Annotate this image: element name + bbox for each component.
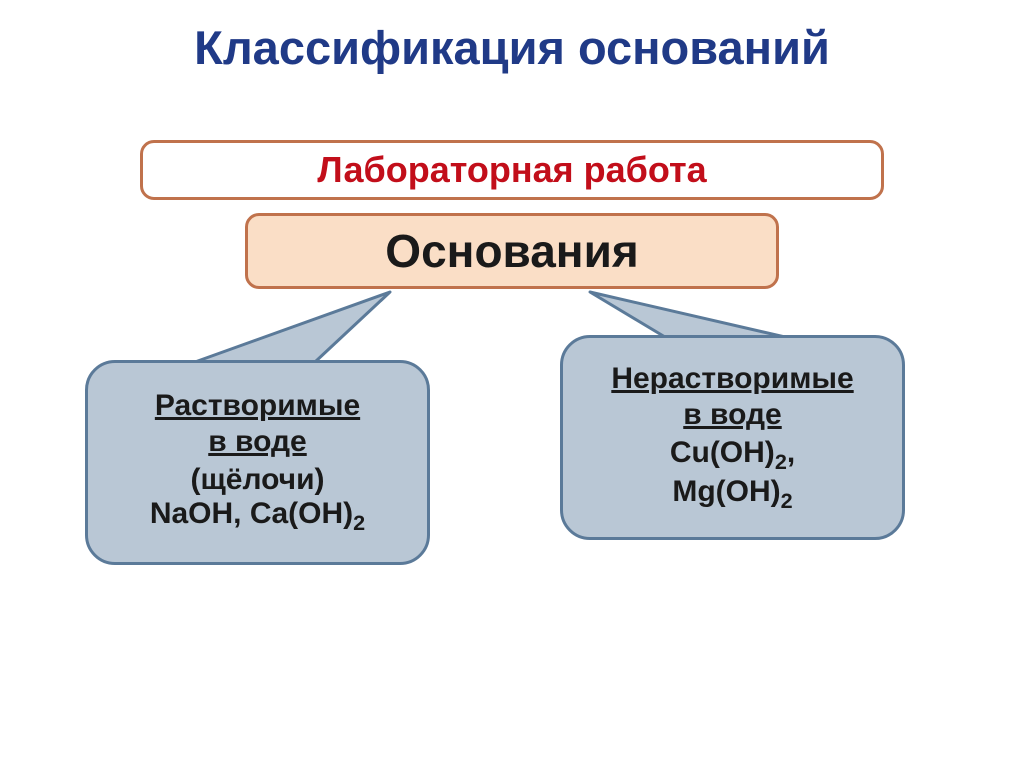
lab-work-label: Лабораторная работа <box>317 149 706 191</box>
child-node-soluble: Растворимые в воде (щёлочи) NaOH, Ca(OH)… <box>85 360 430 565</box>
child-soluble-line4: NaOH, Ca(OH)2 <box>150 497 365 536</box>
child-soluble-line3: (щёлочи) <box>190 463 324 497</box>
page-title: Классификация оснований <box>0 20 1024 75</box>
child-insoluble-title: Нерастворимые <box>611 362 853 396</box>
root-node-label: Основания <box>385 224 638 278</box>
child-insoluble-line3: Cu(OH)2, <box>670 436 795 475</box>
child-soluble-subtitle: в воде <box>208 425 306 459</box>
root-node: Основания <box>245 213 779 289</box>
child-insoluble-subtitle: в воде <box>683 398 781 432</box>
child-node-insoluble: Нерастворимые в воде Cu(OH)2, Mg(OH)2 <box>560 335 905 540</box>
child-insoluble-line4: Mg(OH)2 <box>672 475 792 514</box>
child-soluble-title: Растворимые <box>155 389 360 423</box>
lab-work-box: Лабораторная работа <box>140 140 884 200</box>
